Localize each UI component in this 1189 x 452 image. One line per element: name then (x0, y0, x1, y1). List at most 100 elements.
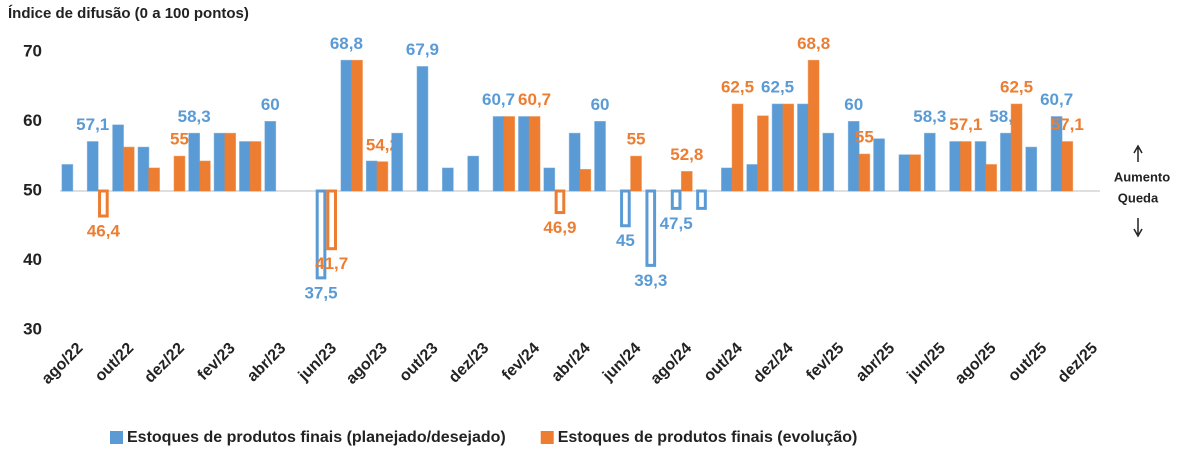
x-tick-label: fev/23 (195, 340, 239, 384)
bar (264, 121, 277, 192)
bar (670, 189, 682, 210)
bar (442, 167, 454, 192)
data-label: 60,7 (482, 90, 515, 109)
bar (771, 103, 784, 192)
data-label: 60,7 (1040, 90, 1073, 109)
x-tick-label: out/22 (92, 340, 137, 385)
data-label: 46,9 (543, 218, 576, 237)
bar (98, 189, 109, 218)
legend-swatch (110, 431, 123, 444)
data-label: 60 (844, 95, 863, 114)
data-label: 57,1 (76, 115, 109, 134)
annotation: Queda (1118, 190, 1159, 205)
bar (326, 189, 337, 251)
y-tick-label: 40 (23, 250, 42, 269)
data-label: 55 (627, 130, 646, 149)
bar (249, 141, 262, 192)
bar (594, 121, 606, 192)
bar (1025, 146, 1038, 192)
data-label: 68,8 (330, 34, 363, 53)
bar (188, 132, 201, 192)
bar (213, 132, 226, 192)
arrow-up (1133, 144, 1143, 162)
data-label: 58,3 (913, 107, 946, 126)
bar (898, 154, 911, 192)
data-label: 62,5 (1000, 78, 1033, 97)
bar (680, 171, 693, 192)
bar (148, 167, 160, 192)
bar (645, 189, 657, 267)
data-label: 46,4 (87, 222, 121, 241)
x-tick-label: out/23 (396, 340, 441, 385)
data-label: 60 (261, 95, 280, 114)
x-tick-label: ago/24 (647, 340, 695, 388)
data-label: 52,8 (670, 145, 703, 164)
x-tick-label: dez/25 (1055, 340, 1102, 387)
bar (199, 160, 211, 192)
legend-swatch (540, 431, 554, 444)
x-tick-label: out/24 (701, 340, 746, 385)
x-tick-label: ago/23 (343, 340, 391, 388)
legend-label: Estoques de produtos finais (evolução) (558, 429, 858, 446)
bar (568, 132, 581, 192)
bar (721, 167, 733, 192)
bar (528, 116, 541, 192)
bar (782, 103, 795, 192)
bar (1010, 103, 1023, 192)
x-tick-label: abr/25 (853, 340, 898, 385)
bar (391, 132, 403, 192)
bar (696, 189, 707, 210)
bar (112, 124, 124, 192)
bar (365, 160, 378, 192)
bar (416, 66, 429, 192)
bar (579, 168, 592, 192)
bar (757, 115, 769, 192)
bar (923, 132, 936, 192)
bar (137, 146, 150, 192)
y-tick-label: 70 (23, 41, 42, 60)
x-tick-label: fev/25 (803, 340, 847, 384)
x-tick-label: abr/24 (548, 340, 593, 385)
data-label: 57,1 (949, 115, 982, 134)
data-label: 37,5 (304, 283, 337, 302)
x-tick-label: out/25 (1005, 340, 1050, 385)
data-label: 45 (616, 231, 635, 250)
data-label: 55 (170, 130, 189, 149)
bar (746, 164, 759, 192)
y-tick-label: 60 (23, 111, 42, 130)
x-tick-label: abr/23 (244, 340, 289, 385)
data-label: 68,8 (797, 34, 830, 53)
bar (122, 146, 135, 192)
bar (239, 141, 251, 192)
x-tick-label: jun/24 (599, 340, 645, 386)
data-label: 57,1 (1051, 115, 1084, 134)
bar (340, 59, 353, 192)
bar (554, 189, 566, 215)
annotation: Aumento (1114, 169, 1170, 184)
bar (376, 161, 389, 192)
x-tick-label: dez/23 (446, 340, 493, 387)
bar (949, 141, 961, 192)
data-label: 41,7 (315, 254, 348, 273)
bar (543, 167, 556, 192)
legend-label: Estoques de produtos finais (planejado/d… (127, 429, 506, 446)
x-tick-label: fev/24 (499, 340, 543, 384)
bar (492, 116, 505, 192)
bar (1061, 141, 1074, 192)
bar (797, 103, 809, 192)
bar (61, 164, 74, 192)
y-tick-label: 50 (23, 180, 42, 199)
bar (959, 141, 972, 192)
data-label: 67,9 (406, 40, 439, 59)
x-tick-label: jun/23 (295, 340, 341, 386)
chart-subtitle: Índice de difusão (0 a 100 pontos) (8, 5, 249, 22)
bar (858, 153, 871, 192)
data-label: 47,5 (660, 214, 693, 233)
bar (807, 59, 820, 192)
data-label: 62,5 (761, 78, 794, 97)
bar (630, 155, 642, 192)
bar (173, 155, 186, 192)
bar (467, 155, 480, 192)
x-tick-label: dez/24 (750, 340, 797, 387)
bar (620, 189, 631, 228)
